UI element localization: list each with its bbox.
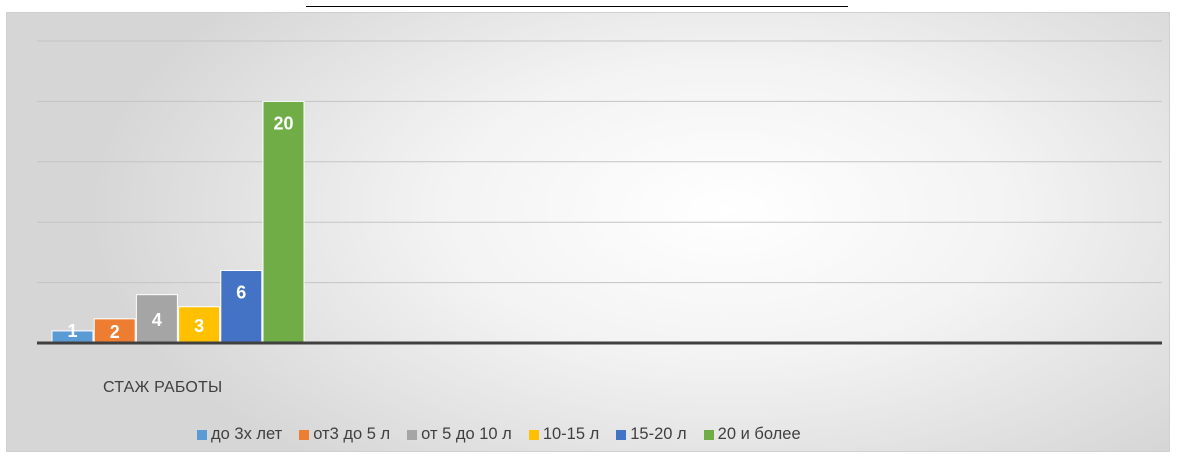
legend-label: 10-15 л: [542, 425, 600, 443]
data-label-1: 1: [67, 321, 77, 341]
data-label-6: 20: [273, 113, 293, 133]
data-label-2: 2: [110, 322, 120, 342]
legend-swatch: [703, 429, 714, 440]
legend-item-5: 15-20 л: [616, 425, 687, 444]
legend: до 3х лет от3 до 5 л от 5 до 10 л 10-15 л 15…: [197, 425, 818, 444]
bar-6: [262, 100, 305, 344]
bar-2: [93, 318, 136, 344]
legend-swatch: [197, 429, 207, 440]
legend-item-4: 10-15 л: [528, 425, 600, 444]
data-label-5: 6: [236, 283, 246, 303]
chart-plot: 1 2 4 3 6 20: [37, 40, 1162, 345]
legend-item-3: от 5 до 10 л: [407, 425, 512, 444]
bar-3: [135, 294, 178, 344]
legend-label: 15-20 л: [630, 425, 687, 443]
heading-underline: [306, 6, 848, 7]
legend-item-6: 20 и более: [703, 425, 801, 444]
bar-5: [220, 270, 263, 344]
legend-label: 20 и более: [717, 425, 801, 443]
legend-swatch: [299, 429, 310, 440]
x-category-label: СТАЖ РАБОТЫ: [103, 379, 223, 396]
legend-label: до 3х лет: [211, 425, 283, 443]
data-label-4: 3: [194, 316, 204, 336]
bar-4: [178, 306, 221, 344]
legend-swatch: [407, 429, 418, 440]
legend-label: от 5 до 10 л: [421, 425, 512, 443]
legend-item-1: до 3х лет: [197, 425, 282, 444]
legend-label: от3 до 5 л: [313, 425, 391, 443]
chart-area: 1 2 4 3 6 20 СТАЖ РАБОТЫ до 3х лет от3 до 5 л о…: [6, 12, 1170, 452]
legend-swatch: [616, 429, 627, 440]
top-strip: [0, 0, 1180, 14]
legend-swatch: [528, 429, 539, 440]
data-label-3: 4: [152, 310, 162, 330]
legend-item-2: от3 до 5 л: [299, 425, 390, 444]
